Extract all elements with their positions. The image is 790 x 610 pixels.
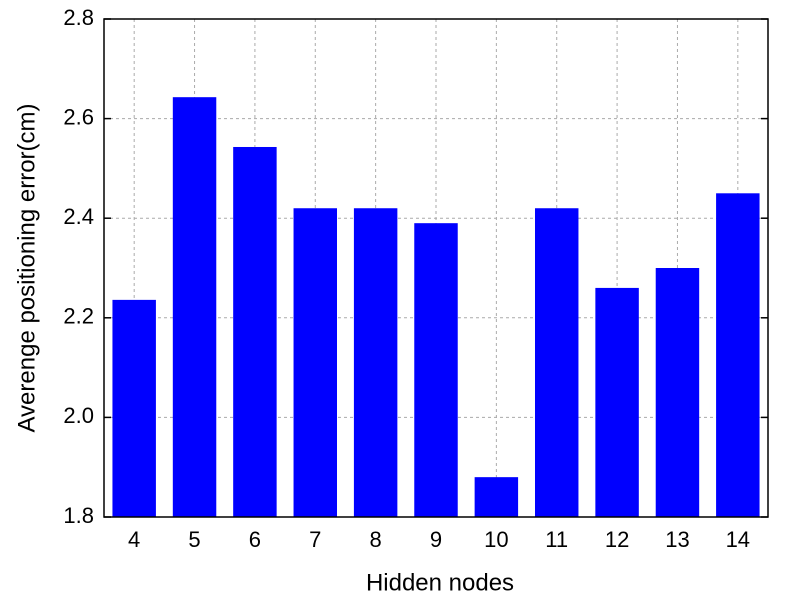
x-tick-label: 6	[249, 527, 261, 552]
bar	[414, 223, 458, 517]
y-tick-label: 2.2	[63, 304, 94, 329]
y-tick-label: 2.0	[63, 403, 94, 428]
bar	[534, 208, 579, 518]
y-tick-label: 2.4	[63, 204, 94, 229]
x-tick-label: 10	[484, 527, 508, 552]
x-tick-label: 12	[605, 527, 629, 552]
x-tick-label: 8	[370, 527, 382, 552]
x-axis-label: Hidden nodes	[366, 569, 514, 596]
x-tick-label: 13	[665, 527, 689, 552]
bar	[293, 208, 338, 518]
bar	[655, 268, 700, 517]
y-tick-label: 2.6	[63, 104, 94, 129]
plot-frame	[103, 18, 769, 518]
x-tick-label: 5	[188, 527, 200, 552]
bar	[112, 299, 156, 517]
bar	[172, 97, 217, 517]
y-tick-label: 2.8	[63, 5, 94, 30]
x-tick-label: 14	[726, 527, 750, 552]
x-tick-label: 9	[430, 527, 442, 552]
bar	[474, 477, 519, 517]
x-tick-label: 7	[309, 527, 321, 552]
bar	[595, 287, 639, 517]
bar	[233, 146, 277, 517]
bar	[353, 208, 398, 518]
bar	[716, 193, 760, 518]
x-tick-label: 11	[545, 527, 568, 552]
y-axis-label: Averenge positioning error(cm)	[13, 103, 40, 432]
y-tick-label: 1.8	[63, 503, 94, 528]
x-tick-label: 4	[128, 527, 140, 552]
